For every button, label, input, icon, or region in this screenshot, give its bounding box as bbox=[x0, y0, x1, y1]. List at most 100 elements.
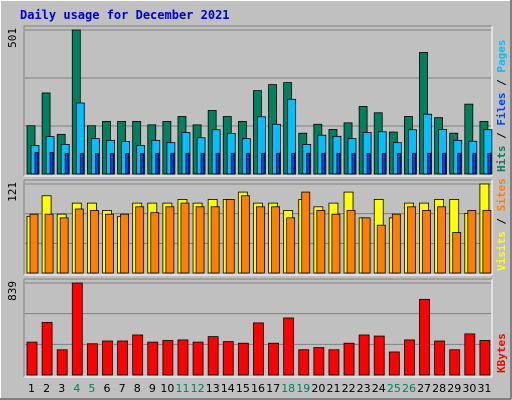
x-tick-label-day-28: 28 bbox=[432, 382, 446, 395]
bar-sites-day-19 bbox=[301, 191, 311, 274]
bar-sites-day-25 bbox=[391, 213, 401, 274]
bar-kbytes-day-14 bbox=[222, 341, 234, 376]
bar-pages-day-11 bbox=[185, 152, 190, 175]
bar-pages-day-24 bbox=[381, 152, 386, 175]
bar-kbytes-day-18 bbox=[283, 317, 295, 376]
bar-sites-day-7 bbox=[120, 213, 129, 274]
bar-kbytes-day-24 bbox=[373, 335, 385, 376]
bar-pages-day-31 bbox=[487, 152, 492, 175]
bar-kbytes-day-12 bbox=[192, 341, 204, 376]
bar-pages-day-13 bbox=[215, 152, 220, 175]
x-tick-label-day-3: 3 bbox=[58, 382, 65, 395]
bar-kbytes-day-21 bbox=[328, 349, 340, 376]
bar-pages-day-27 bbox=[427, 152, 431, 175]
bar-pages-day-20 bbox=[321, 152, 326, 175]
bar-sites-day-16 bbox=[256, 206, 265, 274]
bar-sites-day-23 bbox=[361, 217, 371, 274]
x-tick-label-day-19: 19 bbox=[296, 382, 310, 395]
bar-kbytes-day-3 bbox=[56, 349, 68, 376]
bar-sites-day-13 bbox=[210, 206, 220, 274]
legend-item-visits: Visits bbox=[495, 231, 508, 271]
bar-sites-day-22 bbox=[346, 210, 356, 274]
bar-pages-day-2 bbox=[49, 152, 54, 175]
bar-kbytes-day-4 bbox=[71, 282, 83, 376]
bar-sites-day-2 bbox=[44, 213, 54, 274]
x-tick-label-day-18: 18 bbox=[281, 382, 295, 395]
legend-item-sites: Sites bbox=[495, 178, 508, 211]
bar-pages-day-10 bbox=[170, 152, 175, 175]
bar-pages-day-22 bbox=[351, 152, 356, 175]
legend-separator: / bbox=[495, 73, 508, 93]
bar-kbytes-day-16 bbox=[253, 322, 264, 376]
bar-kbytes-day-8 bbox=[132, 334, 144, 376]
bar-sites-day-17 bbox=[271, 206, 280, 274]
bar-kbytes-day-27 bbox=[419, 298, 430, 376]
legend-item-hits: Hits bbox=[495, 146, 508, 173]
bar-pages-day-15 bbox=[245, 152, 250, 175]
y-axis-max-label: 839 bbox=[6, 281, 19, 301]
legend-visits-sites: Visits / Sites bbox=[495, 178, 508, 271]
bar-pages-day-19 bbox=[306, 152, 311, 175]
bar-pages-day-17 bbox=[276, 152, 280, 175]
bar-sites-day-6 bbox=[105, 213, 114, 274]
chart-title: Daily usage for December 2021 bbox=[20, 8, 230, 22]
bar-kbytes-day-25 bbox=[388, 351, 400, 376]
bar-sites-day-30 bbox=[467, 210, 477, 274]
bar-kbytes-day-1 bbox=[26, 341, 38, 376]
bar-sites-day-27 bbox=[422, 210, 431, 274]
x-tick-label-day-24: 24 bbox=[372, 382, 386, 395]
bar-sites-day-31 bbox=[482, 210, 492, 274]
x-tick-label-day-6: 6 bbox=[104, 382, 111, 395]
bar-pages-day-14 bbox=[230, 152, 235, 175]
x-tick-label-day-5: 5 bbox=[88, 382, 95, 395]
legend-separator: / bbox=[495, 126, 508, 146]
x-tick-label-day-29: 29 bbox=[447, 382, 461, 395]
legend-kbytes: KBytes bbox=[495, 333, 508, 373]
bar-pages-day-3 bbox=[64, 152, 69, 175]
bar-pages-day-18 bbox=[291, 152, 296, 175]
bar-kbytes-day-11 bbox=[177, 339, 189, 376]
bar-sites-day-20 bbox=[316, 210, 326, 274]
panel-hits-files-pages: 501 Hits / Files / Pages bbox=[6, 25, 508, 177]
bar-pages-day-7 bbox=[125, 152, 129, 175]
bar-pages-day-5 bbox=[94, 152, 99, 175]
bar-sites-day-21 bbox=[331, 213, 341, 274]
panel-kbytes: 839 KBytes bbox=[6, 278, 508, 378]
bar-pages-day-21 bbox=[336, 152, 341, 175]
x-tick-label-day-10: 10 bbox=[160, 382, 174, 395]
y-axis-max-label: 121 bbox=[6, 182, 19, 202]
bar-kbytes-day-17 bbox=[268, 342, 279, 376]
x-tick-label-day-26: 26 bbox=[402, 382, 416, 395]
bar-sites-day-1 bbox=[29, 213, 39, 274]
bar-sites-day-10 bbox=[165, 206, 175, 274]
bar-kbytes-day-28 bbox=[434, 340, 446, 376]
bar-pages-day-23 bbox=[366, 152, 371, 175]
x-tick-label-day-12: 12 bbox=[191, 382, 205, 395]
bar-kbytes-day-23 bbox=[358, 334, 370, 376]
bar-pages-day-6 bbox=[110, 152, 114, 175]
bar-kbytes-day-6 bbox=[102, 340, 113, 376]
bar-sites-day-4 bbox=[74, 208, 84, 274]
bar-kbytes-day-2 bbox=[41, 321, 53, 376]
bar-kbytes-day-9 bbox=[147, 341, 159, 376]
bar-pages-day-28 bbox=[442, 152, 447, 175]
y-axis-max-label: 501 bbox=[6, 28, 19, 48]
x-tick-label-day-13: 13 bbox=[206, 382, 220, 395]
x-tick-label-day-25: 25 bbox=[387, 382, 401, 395]
x-tick-label-day-23: 23 bbox=[357, 382, 371, 395]
bar-kbytes-day-5 bbox=[86, 343, 98, 376]
legend-separator: / bbox=[495, 211, 508, 231]
legend-item-files: Files bbox=[495, 93, 508, 126]
bar-sites-day-29 bbox=[452, 232, 462, 274]
x-tick-label-day-14: 14 bbox=[221, 382, 235, 395]
bar-pages-day-9 bbox=[155, 152, 160, 175]
bar-pages-day-12 bbox=[200, 152, 205, 175]
panel-visits-sites: 121 Visits / Sites bbox=[6, 178, 508, 276]
bar-pages-day-8 bbox=[140, 152, 145, 175]
x-tick-label-day-16: 16 bbox=[251, 382, 265, 395]
bar-sites-day-24 bbox=[376, 224, 386, 274]
x-tick-label-day-7: 7 bbox=[119, 382, 126, 395]
x-tick-label-day-27: 27 bbox=[417, 382, 431, 395]
bar-sites-day-15 bbox=[240, 195, 250, 274]
legend-item-kbytes: KBytes bbox=[495, 333, 508, 373]
